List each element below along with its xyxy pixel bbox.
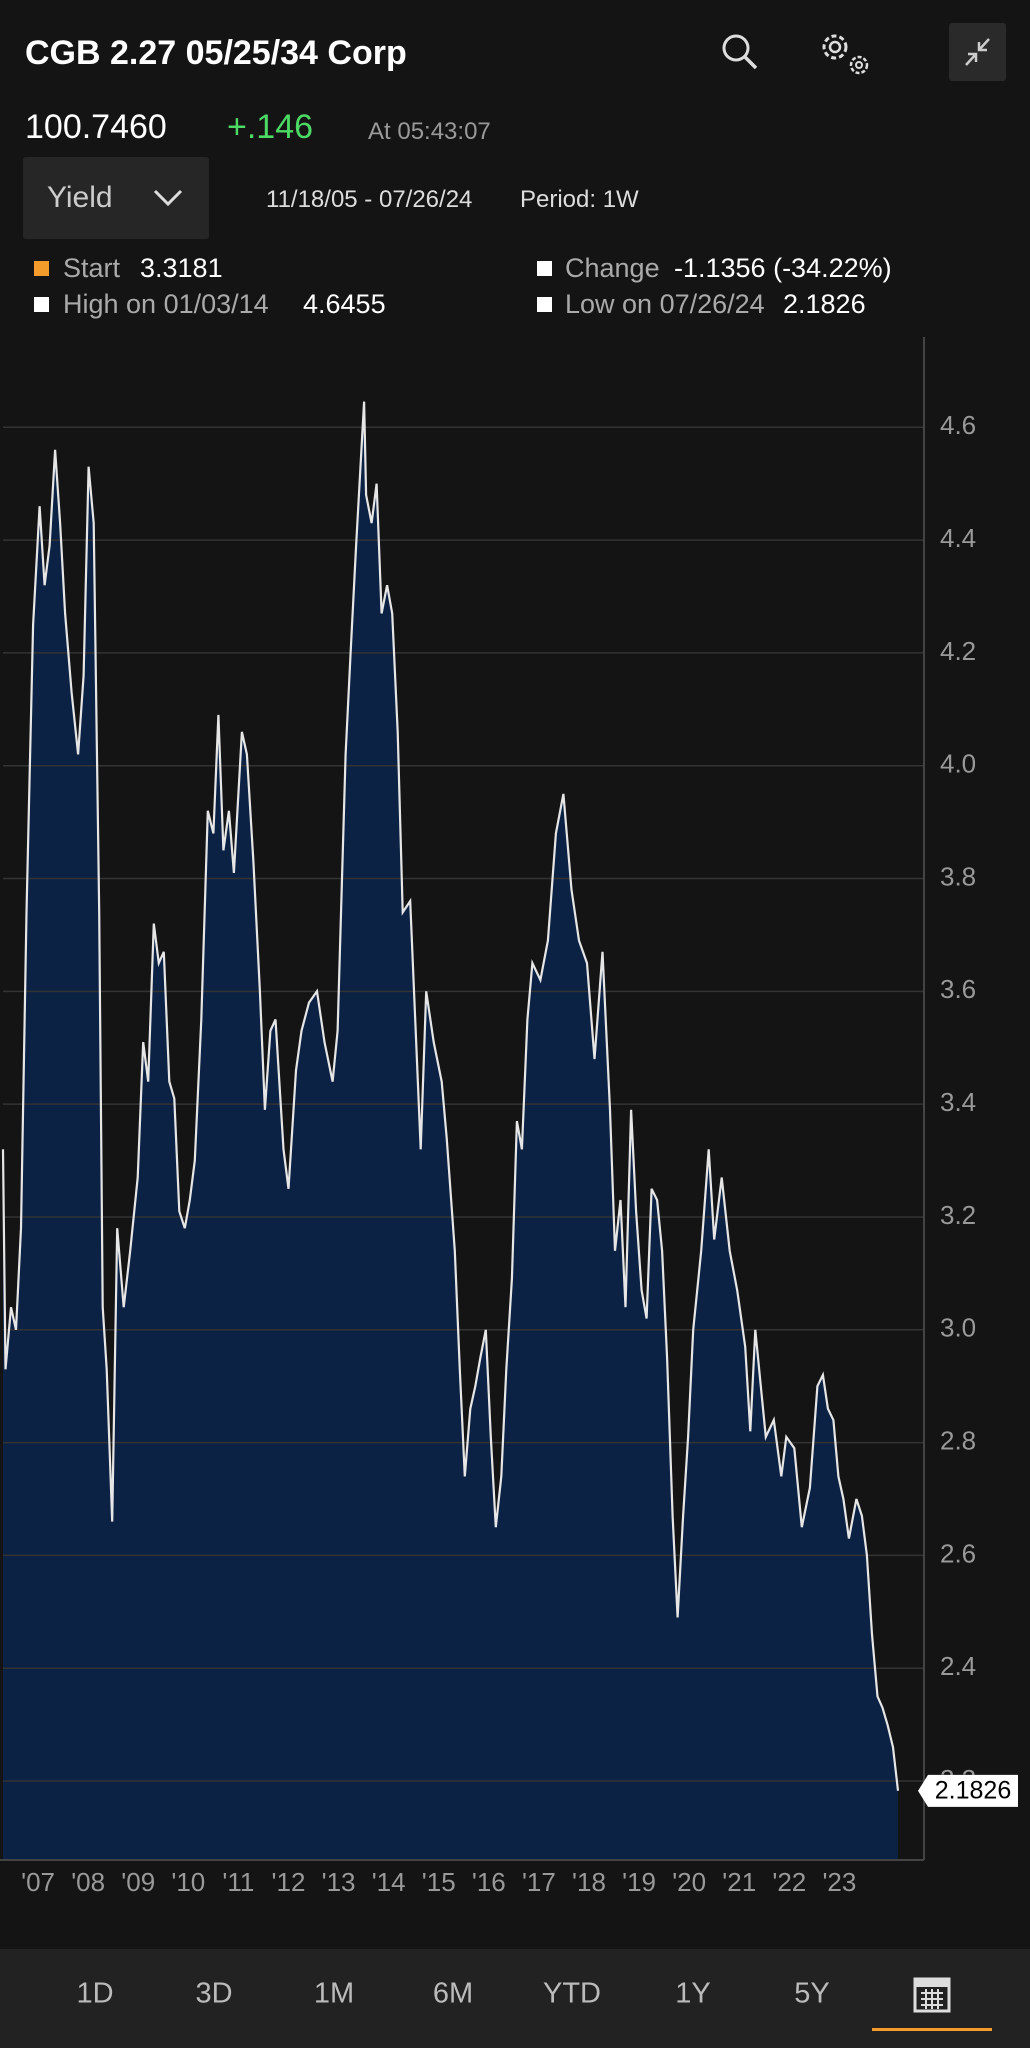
stat-value: 3.3181 (140, 253, 223, 283)
y-tick-label: 4.2 (940, 636, 976, 666)
stat-value: -1.1356 (-34.22%) (674, 253, 892, 283)
price-change: +.146 (227, 108, 314, 146)
stat-label: Change (565, 253, 660, 283)
last-value-badge (918, 1774, 1018, 1807)
price: 100.7460 (25, 108, 167, 146)
x-tick-label: '18 (572, 1867, 606, 1897)
x-tick-label: '17 (522, 1867, 556, 1897)
tabs: 1D 3D 1M 6M YTD 1Y 5Y (76, 1977, 992, 2031)
date-range: 11/18/05 - 07/26/24 (266, 186, 473, 213)
period: Period: 1W (520, 186, 639, 213)
stat-label: Start (63, 253, 121, 283)
stat-label: High on 01/03/14 (63, 289, 269, 319)
y-tick-label: 2.4 (940, 1651, 976, 1681)
y-tick-label: 4.6 (940, 410, 976, 440)
x-tick-label: '11 (222, 1867, 254, 1897)
range-tab[interactable]: 6M (433, 1978, 473, 2010)
y-tick-label: 3.8 (940, 861, 976, 891)
stat-value: 4.6455 (303, 289, 386, 319)
legend-swatch (34, 297, 49, 312)
y-tick-label: 3.6 (940, 974, 976, 1004)
active-tab-indicator (872, 2028, 992, 2031)
collapse-icon (965, 38, 990, 66)
field-label: Yield (47, 181, 113, 214)
range-tab[interactable]: YTD (543, 1978, 601, 2010)
legend-swatch (537, 297, 552, 312)
chart: 2.22.42.62.83.03.23.43.63.84.04.24.44.6'… (0, 337, 1018, 1897)
x-tick-label: '16 (472, 1867, 506, 1897)
stat-label: Low on 07/26/24 (565, 289, 765, 319)
x-tick-label: '22 (772, 1867, 806, 1897)
range-tab[interactable]: 1Y (675, 1978, 710, 2010)
line (1, 401, 900, 1791)
legend-swatch (34, 261, 49, 276)
range-tab[interactable]: 3D (195, 1978, 232, 2010)
chevron (153, 189, 183, 207)
area (3, 401, 898, 1861)
x-tick-label: '20 (672, 1867, 706, 1897)
x-tick-label: '12 (272, 1867, 306, 1897)
stat-value: 2.1826 (783, 289, 866, 319)
y-tick-label: 3.0 (940, 1313, 976, 1343)
legend-swatch (537, 261, 552, 276)
x-tick-label: '19 (622, 1867, 656, 1897)
settings-icon[interactable] (815, 27, 875, 79)
x-tick-label: '09 (121, 1867, 155, 1897)
x-tick-label: '23 (822, 1867, 856, 1897)
tab-bar (0, 1949, 1030, 2048)
calendar-icon[interactable] (913, 1977, 951, 2013)
security-title: CGB 2.27 05/25/34 Corp (25, 34, 407, 72)
x-tick-label: '08 (71, 1867, 105, 1897)
search-icon[interactable] (718, 30, 762, 74)
x-tick-label: '07 (21, 1867, 55, 1897)
range-tab[interactable]: 5Y (794, 1978, 829, 2010)
y-tick-label: 2.8 (940, 1425, 976, 1455)
x-tick-label: '15 (422, 1867, 456, 1897)
y-tick-label: 3.2 (940, 1200, 976, 1230)
x-tick-label: '10 (171, 1867, 205, 1897)
collapse-button[interactable] (949, 23, 1006, 81)
range-tab[interactable]: 1D (76, 1978, 113, 2010)
x-tick-label: '13 (322, 1867, 356, 1897)
range-tab[interactable]: 1M (314, 1978, 354, 2010)
timestamp: At 05:43:07 (368, 118, 491, 145)
y-tick-label: 3.4 (940, 1087, 976, 1117)
field-dropdown[interactable]: Yield (23, 157, 209, 239)
y-tick-label: 2.6 (940, 1538, 976, 1568)
y-tick-label: 4.0 (940, 749, 976, 779)
x-tick-label: '21 (722, 1867, 756, 1897)
last-value-label: 2.1826 (935, 1776, 1011, 1804)
x-tick-label: '14 (372, 1867, 406, 1897)
y-tick-label: 4.4 (940, 523, 976, 553)
